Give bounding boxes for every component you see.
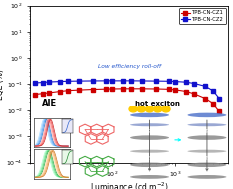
Ellipse shape	[188, 135, 226, 140]
Text: $S_0$: $S_0$	[204, 169, 210, 176]
Ellipse shape	[130, 123, 169, 126]
Text: hot exciton: hot exciton	[135, 101, 180, 107]
TPB-CN-CZ1	[193, 93, 195, 95]
Ellipse shape	[188, 123, 226, 126]
TPB-CN-CZ2	[59, 81, 62, 83]
TPB-CN-CZ1	[168, 88, 170, 91]
TPB-CN-CZ1	[218, 110, 221, 113]
Text: AIE: AIE	[42, 99, 57, 108]
Ellipse shape	[188, 113, 226, 117]
TPB-CN-CZ2	[78, 80, 81, 82]
TPB-CN-CZ1	[111, 88, 114, 90]
TPB-CN-CZ1	[185, 90, 188, 93]
Text: Low efficiency roll-off: Low efficiency roll-off	[98, 64, 161, 69]
TPB-CN-CZ2	[174, 81, 177, 83]
Text: $S_1$: $S_1$	[203, 105, 210, 113]
TPB-CN-CZ1	[34, 93, 37, 96]
TPB-CN-CZ2	[122, 80, 125, 82]
Ellipse shape	[188, 163, 226, 167]
Ellipse shape	[130, 163, 169, 167]
TPB-CN-CZ2	[111, 80, 114, 82]
Text: $T_n$: $T_n$	[146, 127, 153, 136]
TPB-CN-CZ1	[122, 88, 125, 90]
TPB-CN-CZ1	[155, 88, 158, 90]
TPB-CN-CZ1	[204, 97, 207, 100]
Circle shape	[145, 106, 154, 112]
TPB-CN-CZ1	[42, 93, 45, 95]
Ellipse shape	[130, 150, 169, 153]
TPB-CN-CZ2	[92, 80, 95, 82]
Line: TPB-CN-CZ1: TPB-CN-CZ1	[34, 87, 221, 113]
Ellipse shape	[130, 135, 169, 140]
TPB-CN-CZ1	[174, 89, 177, 91]
TPB-CN-CZ1	[78, 89, 81, 91]
TPB-CN-CZ2	[34, 82, 37, 84]
TPB-CN-CZ2	[141, 80, 144, 82]
TPB-CN-CZ2	[204, 85, 207, 88]
Ellipse shape	[130, 113, 169, 117]
Circle shape	[137, 106, 145, 112]
TPB-CN-CZ2	[130, 80, 133, 82]
Ellipse shape	[130, 175, 169, 179]
TPB-CN-CZ2	[218, 97, 221, 100]
Line: TPB-CN-CZ2: TPB-CN-CZ2	[34, 79, 221, 100]
TPB-CN-CZ1	[105, 88, 107, 90]
Text: $T_1$: $T_1$	[146, 154, 153, 163]
TPB-CN-CZ1	[67, 90, 70, 92]
TPB-CN-CZ1	[130, 88, 133, 90]
Ellipse shape	[188, 175, 226, 179]
TPB-CN-CZ1	[92, 88, 95, 91]
Text: $T_n$: $T_n$	[203, 127, 210, 136]
TPB-CN-CZ2	[185, 81, 188, 83]
TPB-CN-CZ2	[212, 90, 214, 92]
Circle shape	[162, 106, 170, 112]
Ellipse shape	[188, 150, 226, 153]
Circle shape	[154, 106, 162, 112]
X-axis label: Luminance (cd m$^{-2}$): Luminance (cd m$^{-2}$)	[90, 181, 169, 189]
TPB-CN-CZ2	[42, 81, 45, 84]
Text: $S_0$: $S_0$	[146, 169, 153, 176]
TPB-CN-CZ2	[48, 81, 51, 83]
Text: $T_1$: $T_1$	[204, 154, 210, 163]
Circle shape	[129, 106, 137, 112]
Legend: TPB-CN-CZ1, TPB-CN-CZ2: TPB-CN-CZ1, TPB-CN-CZ2	[178, 8, 226, 24]
TPB-CN-CZ2	[67, 80, 70, 82]
TPB-CN-CZ2	[155, 80, 158, 82]
TPB-CN-CZ1	[48, 92, 51, 94]
Text: $S_1$: $S_1$	[146, 105, 153, 113]
Y-axis label: EQE (%): EQE (%)	[0, 69, 5, 100]
TPB-CN-CZ1	[59, 90, 62, 93]
TPB-CN-CZ2	[168, 80, 170, 82]
TPB-CN-CZ2	[193, 82, 195, 85]
TPB-CN-CZ2	[105, 80, 107, 82]
TPB-CN-CZ1	[212, 102, 214, 105]
TPB-CN-CZ1	[141, 88, 144, 90]
